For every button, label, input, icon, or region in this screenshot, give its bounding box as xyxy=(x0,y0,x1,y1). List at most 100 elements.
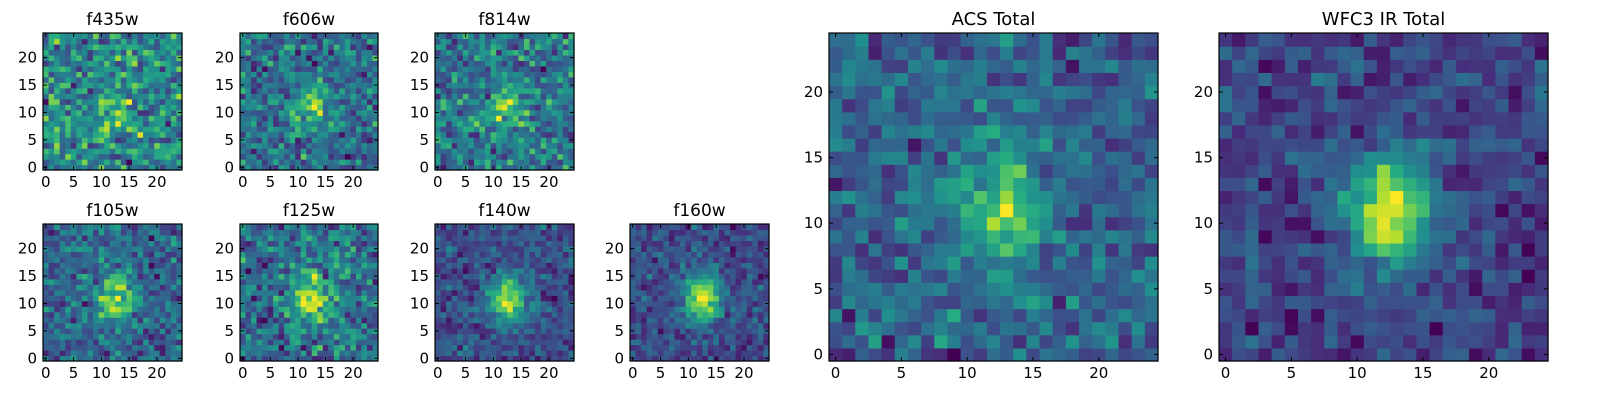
heatmap-cell xyxy=(328,159,335,166)
heatmap-cell xyxy=(267,344,274,351)
heatmap-cell xyxy=(657,328,664,335)
heatmap-cell xyxy=(262,104,269,111)
heatmap-cell xyxy=(256,289,263,296)
heatmap-cell xyxy=(170,76,178,83)
heatmap-cell xyxy=(317,148,324,155)
heatmap-cell xyxy=(273,76,280,83)
heatmap-cell xyxy=(131,54,139,61)
heatmap-cell xyxy=(300,76,307,83)
heatmap-cell xyxy=(529,159,536,166)
heatmap-cell xyxy=(529,115,536,122)
heatmap-cell xyxy=(551,164,558,171)
heatmap-cell xyxy=(115,311,122,318)
heatmap-cell xyxy=(1079,295,1093,310)
heatmap-cell xyxy=(855,295,870,310)
heatmap-cell xyxy=(657,300,664,307)
heatmap-cell xyxy=(148,76,155,83)
heatmap-cell xyxy=(93,234,100,242)
heatmap-cell xyxy=(518,104,525,111)
heatmap-cell xyxy=(535,267,542,274)
heatmap-cell xyxy=(339,87,346,94)
heatmap-cell xyxy=(98,131,105,138)
heatmap-cell xyxy=(154,322,161,329)
heatmap-cell xyxy=(256,350,263,357)
heatmap-cell xyxy=(143,82,150,89)
heatmap-cell xyxy=(273,82,280,89)
heatmap-cell xyxy=(317,229,324,236)
y-tick-label: 5 xyxy=(224,322,234,340)
heatmap-cell xyxy=(746,273,753,280)
heatmap-cell xyxy=(344,131,351,138)
heatmap-cell xyxy=(366,93,374,100)
heatmap-cell xyxy=(529,164,536,171)
heatmap-cell xyxy=(1000,282,1014,296)
heatmap-cell xyxy=(245,300,252,307)
heatmap-cell xyxy=(1144,321,1159,336)
y-tick-label: 15 xyxy=(18,76,37,94)
heatmap-cell xyxy=(339,148,346,155)
heatmap-cell xyxy=(501,267,508,274)
heatmap-cell xyxy=(635,355,642,362)
heatmap-cell xyxy=(98,289,105,296)
heatmap-cell xyxy=(120,234,127,242)
heatmap-cell xyxy=(741,311,748,318)
heatmap-cell xyxy=(339,289,346,296)
heatmap-cell xyxy=(446,164,453,171)
heatmap-cell xyxy=(148,295,155,302)
heatmap-cell xyxy=(76,306,83,313)
heatmap-cell xyxy=(523,289,531,296)
heatmap-cell xyxy=(842,347,856,362)
heatmap-cell xyxy=(674,273,681,280)
heatmap-cell xyxy=(278,126,285,133)
heatmap-cell xyxy=(468,251,475,258)
heatmap-cell xyxy=(713,267,720,274)
heatmap-cell xyxy=(757,229,765,236)
heatmap-cell xyxy=(724,245,731,252)
heatmap-cell xyxy=(730,224,737,231)
heatmap-cell xyxy=(267,98,274,105)
heatmap-cell xyxy=(65,131,72,138)
heatmap-cell xyxy=(115,126,122,133)
heatmap-cell xyxy=(674,256,681,263)
heatmap-cell xyxy=(245,120,252,127)
heatmap-cell xyxy=(170,71,178,78)
heatmap-cell xyxy=(696,339,703,346)
heatmap-cell xyxy=(159,350,166,357)
heatmap-cell xyxy=(507,267,514,274)
heatmap-cell xyxy=(551,49,558,56)
heatmap-cell xyxy=(451,76,458,83)
heatmap-cell xyxy=(512,131,519,138)
heatmap-cell xyxy=(143,159,150,166)
heatmap-cell xyxy=(267,267,274,274)
heatmap-cell xyxy=(568,267,575,274)
heatmap-cell xyxy=(240,104,247,111)
heatmap-cell xyxy=(339,350,346,357)
heatmap-cell xyxy=(311,284,318,291)
heatmap-cell xyxy=(333,148,340,155)
heatmap-cell xyxy=(328,43,335,51)
heatmap-cell xyxy=(473,87,481,94)
heatmap-cell xyxy=(529,306,536,313)
heatmap-cell xyxy=(300,65,307,72)
heatmap-cell xyxy=(317,333,324,340)
heatmap-cell xyxy=(479,93,486,100)
heatmap-cell xyxy=(1092,282,1106,296)
heatmap-cell xyxy=(663,306,670,313)
heatmap-cell xyxy=(551,284,558,291)
heatmap-cell xyxy=(131,229,139,236)
heatmap-cell xyxy=(328,355,335,362)
heatmap-cell xyxy=(691,350,698,357)
heatmap-cell xyxy=(907,295,922,310)
heatmap-cell xyxy=(104,43,111,51)
heatmap-cell xyxy=(344,322,351,329)
heatmap-cell xyxy=(1065,164,1080,178)
y-tick-label: 15 xyxy=(215,267,234,285)
heatmap-cell xyxy=(535,60,542,67)
y-tick-label: 0 xyxy=(27,349,37,367)
heatmap-cell xyxy=(501,289,508,296)
heatmap-cell xyxy=(93,142,100,149)
heatmap-cell xyxy=(300,251,307,258)
heatmap-cell xyxy=(568,278,575,285)
heatmap-cell xyxy=(829,151,843,165)
heatmap-cell xyxy=(557,245,564,252)
